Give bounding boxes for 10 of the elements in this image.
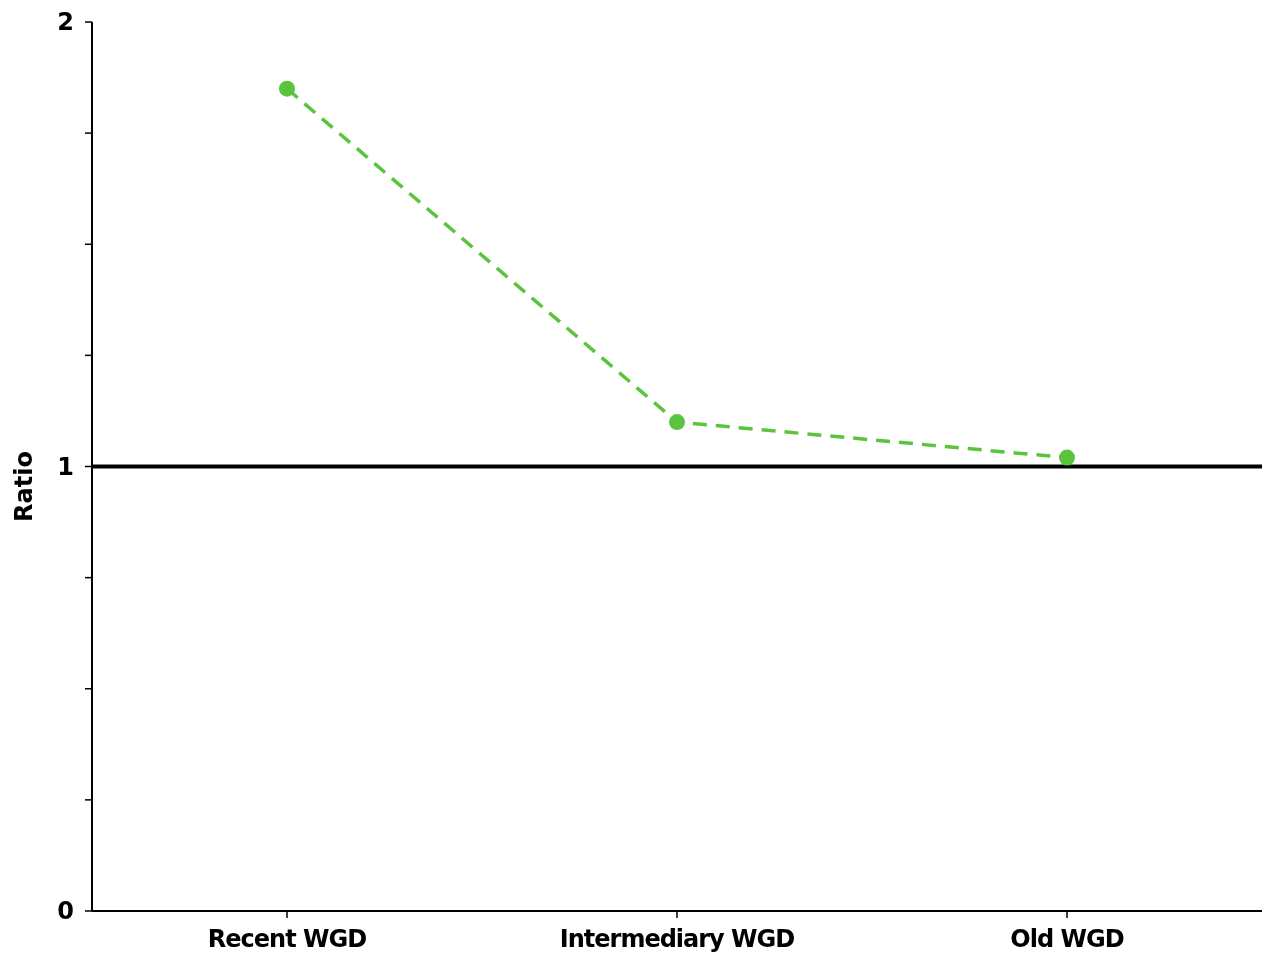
point [1059, 449, 1075, 466]
x-tick-label: Intermediary WGD [559, 925, 795, 953]
point [669, 414, 685, 431]
point [279, 80, 295, 97]
y-tick-label: 1 [57, 452, 74, 481]
y-tick-label: 0 [57, 897, 74, 926]
x-tick-label: Recent WGD [207, 925, 367, 953]
x-tick-label: Old WGD [1010, 925, 1124, 953]
y-tick-label: 2 [57, 8, 74, 37]
y-axis-title: Ratio [10, 451, 38, 522]
